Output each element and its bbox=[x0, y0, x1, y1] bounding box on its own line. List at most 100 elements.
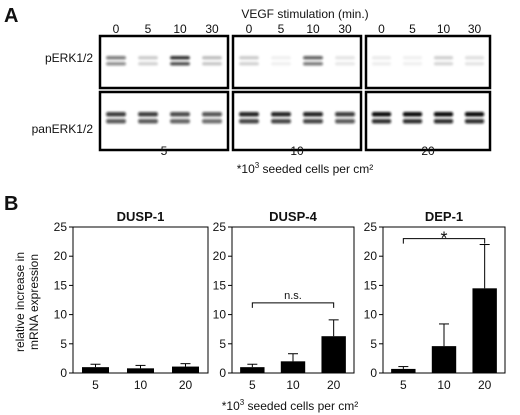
bar bbox=[472, 288, 497, 373]
chart-footer-suffix: seeded cells per cm² bbox=[244, 399, 358, 413]
y-tick-label: 15 bbox=[364, 278, 378, 292]
y-tick-label: 20 bbox=[364, 249, 378, 263]
time-label: 5 bbox=[145, 22, 152, 36]
blot-band bbox=[402, 62, 423, 66]
chart-title: DUSP-1 bbox=[117, 209, 165, 224]
blot-band bbox=[335, 112, 355, 117]
bar bbox=[172, 366, 199, 373]
y-tick-label: 25 bbox=[364, 220, 378, 234]
blot-band bbox=[335, 62, 355, 66]
blot-footer-sup: 3 bbox=[255, 161, 260, 170]
blot-band bbox=[239, 119, 259, 124]
blot-band bbox=[303, 56, 323, 60]
blot-bands bbox=[106, 56, 485, 124]
x-tick-label: 5 bbox=[249, 378, 256, 392]
y-tick-label: 15 bbox=[213, 278, 227, 292]
blot-band bbox=[464, 112, 485, 117]
y-tick-label: 25 bbox=[213, 220, 227, 234]
blot-band bbox=[239, 112, 259, 117]
blot-band bbox=[202, 56, 222, 60]
chart-footer-prefix: *10 bbox=[222, 399, 240, 413]
significance-bracket bbox=[251, 302, 335, 308]
time-label: 30 bbox=[468, 22, 482, 36]
blot-band bbox=[371, 112, 392, 117]
blot-band bbox=[371, 119, 392, 124]
blot-band bbox=[271, 112, 291, 117]
blot-band bbox=[271, 119, 291, 124]
blot-band bbox=[402, 56, 423, 60]
blot-band bbox=[170, 119, 190, 124]
blot-band bbox=[335, 119, 355, 124]
x-tick-label: 20 bbox=[179, 378, 193, 392]
blot-band bbox=[402, 112, 423, 117]
blot-band bbox=[271, 56, 291, 60]
blot-band bbox=[464, 62, 485, 66]
blot-band bbox=[138, 62, 158, 66]
chart-frame bbox=[72, 226, 209, 374]
blot-frame bbox=[364, 90, 492, 152]
blot-band bbox=[106, 119, 126, 124]
y-axis-label-line2: mRNA expression bbox=[27, 254, 41, 350]
x-tick-label: 20 bbox=[478, 378, 492, 392]
blot-band bbox=[464, 56, 485, 60]
row-label-perk: pERK1/2 bbox=[45, 51, 93, 65]
blot-band bbox=[303, 112, 323, 117]
density-labels: 5 10 20 bbox=[161, 144, 435, 158]
time-labels: 0 5 10 30 0 5 10 30 0 5 10 30 bbox=[113, 22, 482, 36]
y-tick-label: 0 bbox=[219, 366, 226, 380]
x-tick-label: 5 bbox=[400, 378, 407, 392]
blot-band bbox=[106, 112, 126, 117]
blot-band bbox=[303, 119, 323, 124]
blot-band bbox=[371, 62, 392, 66]
y-tick-label: 5 bbox=[60, 337, 67, 351]
significance-bracket bbox=[402, 238, 486, 244]
bar bbox=[391, 368, 416, 373]
time-label: 0 bbox=[113, 22, 120, 36]
blot-band bbox=[202, 112, 222, 117]
x-tick-label: 10 bbox=[286, 378, 300, 392]
blot-band bbox=[170, 112, 190, 117]
blot-band bbox=[239, 56, 259, 60]
y-tick-label: 15 bbox=[54, 278, 68, 292]
y-tick-label: 5 bbox=[370, 337, 377, 351]
bar bbox=[321, 336, 346, 373]
y-tick-label: 0 bbox=[370, 366, 377, 380]
blot-frames bbox=[98, 34, 492, 152]
blot-band bbox=[202, 119, 222, 124]
blot-band bbox=[433, 56, 454, 60]
x-tick-label: 10 bbox=[134, 378, 148, 392]
blot-band bbox=[433, 112, 454, 117]
y-tick-label: 25 bbox=[54, 220, 68, 234]
blot-band bbox=[303, 62, 323, 66]
blot-band bbox=[239, 62, 259, 66]
blot-frame bbox=[231, 34, 363, 90]
chart-2: DEP-1 0 5 10 15 20 25 5 10 20 * bbox=[364, 209, 506, 392]
blot-header: VEGF stimulation (min.) bbox=[241, 7, 368, 21]
blot-band bbox=[106, 62, 126, 66]
blot-frame bbox=[98, 90, 230, 152]
density-label: 20 bbox=[421, 144, 435, 158]
panel-letter-b: B bbox=[4, 193, 18, 215]
chart-title: DEP-1 bbox=[425, 209, 463, 224]
time-label: 0 bbox=[246, 22, 253, 36]
blot-band bbox=[138, 112, 158, 117]
chart-title: DUSP-4 bbox=[269, 209, 317, 224]
chart-0: DUSP-1 0 5 10 15 20 25 5 10 20 bbox=[54, 209, 209, 392]
blot-band bbox=[202, 62, 222, 66]
bar bbox=[82, 367, 109, 373]
blot-band bbox=[170, 62, 190, 66]
x-tick-label: 5 bbox=[92, 378, 99, 392]
density-label: 10 bbox=[290, 144, 304, 158]
time-label: 10 bbox=[306, 22, 320, 36]
time-label: 5 bbox=[278, 22, 285, 36]
bar bbox=[280, 361, 306, 373]
chart-footer-sup: 3 bbox=[240, 398, 245, 407]
time-label: 30 bbox=[205, 22, 219, 36]
significance-label: n.s. bbox=[284, 290, 302, 302]
time-label: 10 bbox=[173, 22, 187, 36]
y-tick-label: 20 bbox=[54, 249, 68, 263]
blot-frame bbox=[231, 90, 363, 152]
time-label: 10 bbox=[437, 22, 451, 36]
x-tick-label: 10 bbox=[437, 378, 451, 392]
